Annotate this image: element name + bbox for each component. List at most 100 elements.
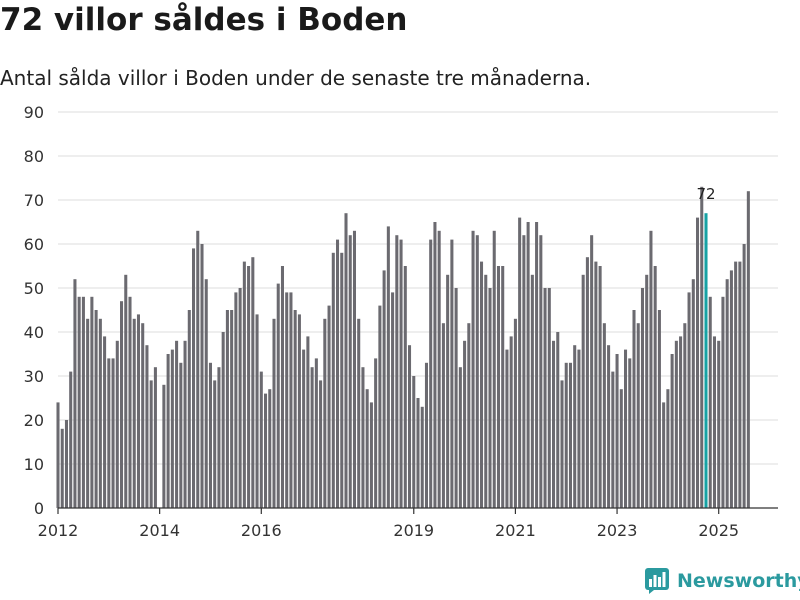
bar: [522, 235, 526, 508]
bar: [225, 310, 229, 508]
bar: [217, 367, 221, 508]
x-tick-label: 2014: [139, 521, 180, 540]
bar: [513, 318, 517, 508]
bar: [670, 354, 674, 508]
bar: [632, 310, 636, 508]
bar: [429, 239, 433, 508]
bar: [458, 367, 462, 508]
bar: [738, 261, 742, 508]
bar: [700, 186, 704, 509]
bar: [645, 274, 649, 508]
bar: [721, 296, 725, 508]
brand-logo: Newsworthy: [645, 568, 800, 594]
bar: [653, 266, 657, 508]
bar: [717, 340, 721, 508]
bar: [285, 292, 289, 508]
x-tick-label: 2012: [38, 521, 79, 540]
bar: [344, 213, 348, 508]
annotations: 72: [696, 185, 715, 203]
bar: [501, 266, 505, 508]
y-tick-label: 60: [24, 235, 44, 254]
bar: [395, 235, 399, 508]
bar: [276, 283, 280, 508]
bar: [399, 239, 403, 508]
bar: [289, 292, 293, 508]
y-tick-label: 50: [24, 279, 44, 298]
bar: [450, 239, 454, 508]
bar: [560, 380, 564, 508]
bar: [556, 332, 560, 508]
bar: [662, 402, 666, 508]
bar: [602, 323, 606, 508]
bar: [471, 230, 475, 509]
bar: [128, 296, 132, 508]
bar: [374, 358, 378, 508]
bar: [73, 279, 77, 508]
bar: [420, 406, 424, 508]
bar: [509, 336, 513, 508]
bar: [94, 310, 98, 508]
bar: [543, 288, 547, 508]
bar: [141, 323, 145, 508]
bar: [391, 292, 395, 508]
bar: [196, 230, 200, 509]
bar: [424, 362, 428, 508]
bar: [268, 389, 272, 508]
bar: [187, 310, 191, 508]
bar: [213, 380, 217, 508]
bar: [192, 248, 196, 508]
bar: [111, 358, 115, 508]
bar: [175, 340, 179, 508]
x-tick-label: 2023: [597, 521, 638, 540]
bar: [314, 358, 318, 508]
bar: [98, 318, 102, 508]
bar: [306, 336, 310, 508]
bar: [297, 314, 301, 508]
bar: [475, 235, 479, 508]
bar: [204, 279, 208, 508]
bar: [611, 371, 615, 508]
bar: [492, 230, 496, 509]
bar: [132, 318, 136, 508]
bar: [234, 292, 238, 508]
bar: [568, 362, 572, 508]
x-tick-label: 2016: [241, 521, 282, 540]
y-tick-label: 40: [24, 323, 44, 342]
bar: [386, 226, 390, 508]
bar-highlight: [704, 213, 708, 508]
bar: [539, 235, 543, 508]
bar: [77, 296, 81, 508]
bar: [683, 323, 687, 508]
bar: [255, 314, 259, 508]
bar: [734, 261, 738, 508]
bar: [272, 318, 276, 508]
bar: [64, 420, 68, 508]
bar: [666, 389, 670, 508]
bar: [145, 345, 149, 508]
bars: [56, 186, 750, 509]
bar: [183, 340, 187, 508]
bar: [484, 274, 488, 508]
bar: [310, 367, 314, 508]
y-tick-label: 0: [34, 499, 44, 518]
y-tick-label: 30: [24, 367, 44, 386]
bar: [441, 323, 445, 508]
bar: [416, 398, 420, 508]
bar: [746, 191, 750, 508]
bar: [162, 384, 166, 508]
bar: [526, 222, 530, 508]
bar: [247, 266, 251, 508]
bar: [624, 349, 628, 508]
bar: [331, 252, 335, 508]
bar: [323, 318, 327, 508]
bar: [530, 274, 534, 508]
bar: [467, 323, 471, 508]
bar: [696, 217, 700, 508]
bar: [60, 428, 64, 508]
y-tick-label: 20: [24, 411, 44, 430]
chart-subtitle: Antal sålda villor i Boden under de sena…: [0, 66, 592, 90]
chart-title: 72 villor såldes i Boden: [0, 2, 408, 38]
y-axis: 0 10 20 30 40 50 60 70 80 90: [24, 103, 44, 518]
bar: [433, 222, 437, 508]
bar: [69, 371, 73, 508]
